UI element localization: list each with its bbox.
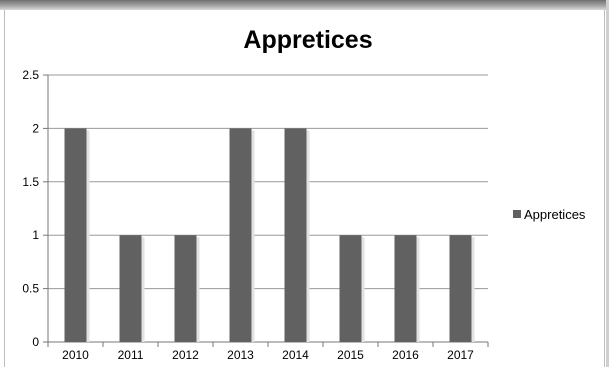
- y-tick-label: 0: [32, 335, 39, 349]
- bar: [229, 128, 252, 342]
- bar: [64, 128, 87, 342]
- x-tick-label: 2016: [392, 348, 419, 362]
- bars: [64, 128, 475, 342]
- window-right-edge: [606, 0, 609, 367]
- bar: [394, 235, 417, 342]
- y-tick-label: 1.5: [22, 175, 39, 189]
- bar: [449, 235, 472, 342]
- x-tick-label: 2013: [227, 348, 254, 362]
- gridlines: [43, 74, 488, 343]
- x-tick-label: 2012: [172, 348, 199, 362]
- x-tick-label: 2017: [447, 348, 474, 362]
- bar: [119, 235, 142, 342]
- y-axis-ticks: 0 0.5 1 1.5 2 2.5: [22, 68, 39, 349]
- legend-swatch: [513, 210, 521, 218]
- x-axis-ticks: 2010 2011 2012 2013 2014 2015 2016 2017: [47, 342, 489, 362]
- x-tick-label: 2010: [62, 348, 89, 362]
- y-tick-label: 0.5: [22, 282, 39, 296]
- bar: [174, 235, 197, 342]
- bar: [339, 235, 362, 342]
- x-tick-label: 2015: [337, 348, 364, 362]
- window-top-band: [0, 0, 609, 10]
- y-tick-label: 2: [32, 121, 39, 135]
- bar: [284, 128, 307, 342]
- y-tick-label: 1: [32, 228, 39, 242]
- x-tick-label: 2011: [118, 348, 144, 362]
- legend: Appretices: [513, 207, 586, 222]
- chart-title: Appretices: [243, 26, 372, 54]
- legend-label: Appretices: [524, 207, 586, 222]
- x-tick-label: 2014: [282, 348, 309, 362]
- y-tick-label: 2.5: [22, 68, 39, 82]
